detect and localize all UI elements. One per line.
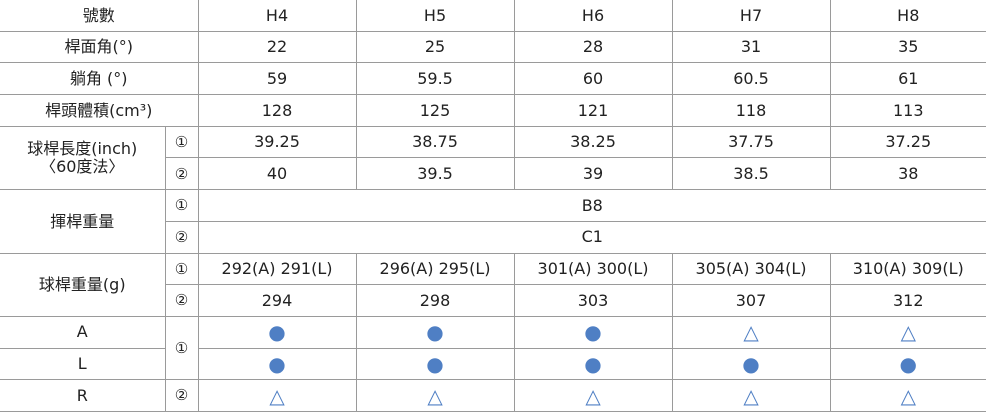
row: ② 294 298 303 307 312 <box>0 284 986 317</box>
symbol-cell: ● <box>197 315 357 349</box>
cell: 22 <box>197 30 357 64</box>
cell: 59 <box>197 62 357 96</box>
cell: 37.25 <box>829 125 986 159</box>
symbol-cell: ● <box>197 347 357 381</box>
cell: 61 <box>829 62 986 96</box>
symbol-cell: △ <box>671 315 831 349</box>
row: L ● ● ● ● ● <box>0 347 986 381</box>
sub-label: ② <box>165 157 199 191</box>
row: 球桿重量(g) ① 292(A) 291(L) 296(A) 295(L) 30… <box>0 252 986 317</box>
sub-label: ① <box>164 315 199 381</box>
sub-label: ② <box>165 220 199 254</box>
cell: 59.5 <box>355 62 515 96</box>
row-label: R <box>0 379 166 412</box>
cell: 38.25 <box>513 125 673 159</box>
cell: 60 <box>513 62 673 96</box>
sub-label: ② <box>164 379 199 412</box>
cell: 113 <box>829 94 986 127</box>
cell: 39 <box>513 157 673 191</box>
cell: 60.5 <box>671 62 831 96</box>
cell: 31 <box>671 30 831 64</box>
cell: 118 <box>671 94 831 127</box>
cell: 38.75 <box>355 125 515 159</box>
symbol-cell: ● <box>355 315 515 349</box>
row: 揮桿重量 ① B8 <box>0 189 986 254</box>
header-cell: H5 <box>355 0 515 32</box>
cell: 294 <box>197 284 357 317</box>
cell: 40 <box>197 157 357 191</box>
symbol-cell: △ <box>513 379 673 412</box>
header-cell: H8 <box>829 0 986 32</box>
cell: 307 <box>671 284 831 317</box>
symbol-cell: ● <box>829 347 986 381</box>
label-line: 球桿長度(inch) <box>27 139 138 159</box>
symbol-cell: △ <box>197 379 357 412</box>
row: 球桿長度(inch) 〈60度法〉 ① 39.25 38.75 38.25 37.… <box>0 125 986 191</box>
cell: 39.25 <box>197 125 357 159</box>
symbol-cell: ● <box>671 347 831 381</box>
row: 桿頭體積(cm³) 128 125 121 118 113 <box>0 94 986 127</box>
header-cell: 號數 <box>0 0 199 32</box>
row: ② C1 <box>0 220 986 254</box>
cell: 301(A) 300(L) <box>513 252 673 286</box>
cell: 296(A) 295(L) <box>355 252 515 286</box>
header-cell: H4 <box>197 0 357 32</box>
row: 桿面角(°) 22 25 28 31 35 <box>0 30 986 64</box>
header-cell: H7 <box>671 0 831 32</box>
cell: 312 <box>829 284 986 317</box>
symbol-cell: ● <box>513 347 673 381</box>
cell: 310(A) 309(L) <box>829 252 986 286</box>
row: A ① ● ● ● △ △ <box>0 315 986 381</box>
symbol-cell: △ <box>671 379 831 412</box>
cell: C1 <box>197 220 986 254</box>
cell: 292(A) 291(L) <box>197 252 357 286</box>
cell: 38.5 <box>671 157 831 191</box>
cell: 305(A) 304(L) <box>671 252 831 286</box>
row-label: 躺角 (°) <box>0 62 199 96</box>
symbol-cell: ● <box>355 347 515 381</box>
cell: 121 <box>513 94 673 127</box>
symbol-cell: △ <box>829 315 986 349</box>
label-line: 〈60度法〉 <box>40 156 125 176</box>
sub-label: ① <box>164 189 199 222</box>
cell: 37.75 <box>671 125 831 159</box>
cell: 128 <box>197 94 357 127</box>
sub-label: ① <box>164 252 199 286</box>
cell: 28 <box>513 30 673 64</box>
symbol-cell: △ <box>829 379 986 412</box>
symbol-cell: △ <box>355 379 515 412</box>
row-label: 球桿重量(g) <box>0 252 166 317</box>
cell: B8 <box>197 189 986 222</box>
row-label: A <box>0 315 166 349</box>
row-label: 桿面角(°) <box>0 30 199 64</box>
cell: 38 <box>829 157 986 191</box>
symbol-cell: ● <box>513 315 673 349</box>
header-cell: H6 <box>513 0 673 32</box>
cell: 25 <box>355 30 515 64</box>
sub-label: ① <box>164 125 199 159</box>
cell: 298 <box>355 284 515 317</box>
row: 躺角 (°) 59 59.5 60 60.5 61 <box>0 62 986 96</box>
sub-label: ② <box>165 284 199 317</box>
row: R ② △ △ △ △ △ <box>0 379 986 412</box>
cell: 125 <box>355 94 515 127</box>
cell: 303 <box>513 284 673 317</box>
row-label: L <box>0 347 166 381</box>
cell: 35 <box>829 30 986 64</box>
row-label: 桿頭體積(cm³) <box>0 94 199 127</box>
header-row: 號數 H4 H5 H6 H7 H8 <box>0 0 986 32</box>
row-label: 球桿長度(inch) 〈60度法〉 <box>0 125 166 191</box>
row-label: 揮桿重量 <box>0 189 166 254</box>
cell: 39.5 <box>355 157 515 191</box>
